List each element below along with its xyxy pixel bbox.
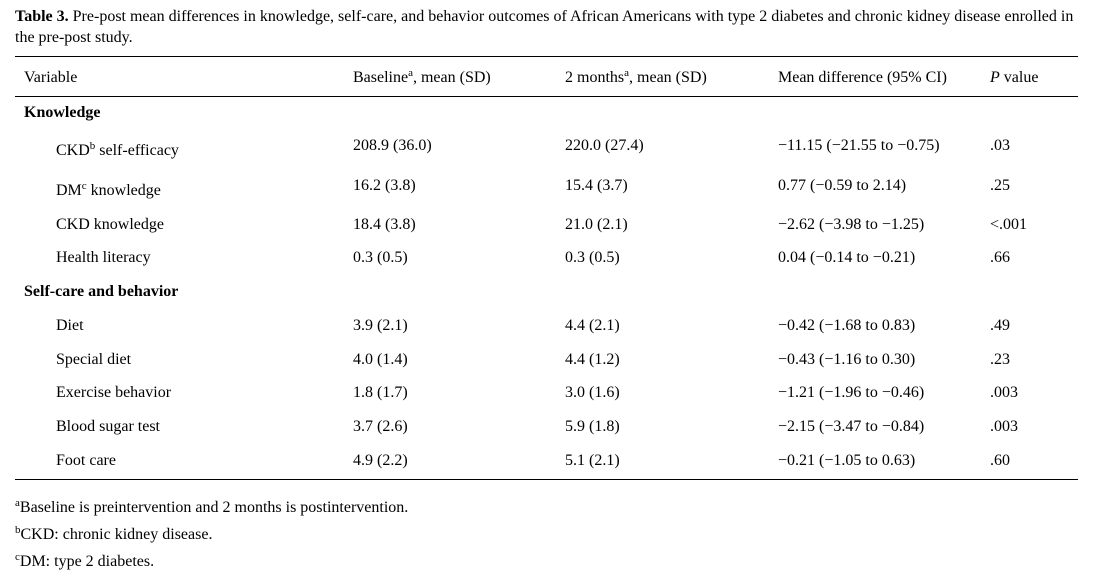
row-p-value: .25 [990,177,1010,194]
row-two-months: 15.4 (3.7) [565,177,628,194]
row-p-value: .003 [990,384,1018,401]
row-p-value: .49 [990,317,1010,334]
row-label-ckd-knowledge: CKD knowledge [56,216,164,233]
row-p-value: .003 [990,418,1018,435]
row-label-health-literacy: Health literacy [56,249,151,266]
row-two-months: 4.4 (1.2) [565,351,620,368]
header-p-value: P value [990,69,1039,86]
row-label-blood-sugar-test: Blood sugar test [56,418,160,435]
row-mean-difference: 0.77 (−0.59 to 2.14) [778,177,907,194]
footnote-c: cDM: type 2 diabetes. [15,551,155,571]
row-two-months: 0.3 (0.5) [565,249,620,266]
row-p-value: <.001 [990,216,1028,233]
table-caption-label: Table 3. [15,8,69,25]
row-p-value: .60 [990,452,1010,469]
row-mean-difference: −0.21 (−1.05 to 0.63) [778,452,916,469]
row-mean-difference: −0.42 (−1.68 to 0.83) [778,317,916,334]
row-two-months: 21.0 (2.1) [565,216,628,233]
header-variable: Variable [24,69,78,86]
row-baseline: 1.8 (1.7) [353,384,408,401]
row-two-months: 5.1 (2.1) [565,452,620,469]
row-mean-difference: −2.62 (−3.98 to −1.25) [778,216,925,233]
section-self-care-behavior: Self-care and behavior [24,283,179,300]
row-baseline: 3.7 (2.6) [353,418,408,435]
row-mean-difference: 0.04 (−0.14 to −0.21) [778,249,916,266]
row-label-foot-care: Foot care [56,452,116,469]
row-label-special-diet: Special diet [56,351,132,368]
row-mean-difference: −1.21 (−1.96 to −0.46) [778,384,925,401]
row-two-months: 4.4 (2.1) [565,317,620,334]
row-label-exercise-behavior: Exercise behavior [56,384,172,401]
footnote-b: bCKD: chronic kidney disease. [15,524,213,544]
row-label-dm-knowledge: DMc knowledge [56,180,161,200]
table-caption: Table 3. Pre-post mean differences in kn… [15,6,1090,48]
row-baseline: 208.9 (36.0) [353,137,432,154]
table-caption-text: Pre-post mean differences in knowledge, … [15,8,1074,46]
row-label-diet: Diet [56,317,84,334]
row-mean-difference: −0.43 (−1.16 to 0.30) [778,351,916,368]
row-baseline: 0.3 (0.5) [353,249,408,266]
row-two-months: 3.0 (1.6) [565,384,620,401]
table-bottom-rule [15,479,1078,480]
row-two-months: 220.0 (27.4) [565,137,644,154]
table-header-rule [15,96,1078,97]
row-mean-difference: −2.15 (−3.47 to −0.84) [778,418,925,435]
row-p-value: .66 [990,249,1010,266]
row-mean-difference: −11.15 (−21.55 to −0.75) [778,137,940,154]
header-two-months: 2 monthsa, mean (SD) [565,67,707,87]
header-baseline: Baselinea, mean (SD) [353,67,491,87]
row-baseline: 18.4 (3.8) [353,216,416,233]
section-knowledge: Knowledge [24,104,101,121]
row-label-ckd-self-efficacy: CKDb self-efficacy [56,140,179,160]
row-baseline: 4.9 (2.2) [353,452,408,469]
row-two-months: 5.9 (1.8) [565,418,620,435]
footnote-a: aBaseline is preintervention and 2 month… [15,497,409,517]
table-top-rule [15,56,1078,57]
row-p-value: .03 [990,137,1010,154]
header-mean-difference: Mean difference (95% CI) [778,69,947,86]
row-baseline: 16.2 (3.8) [353,177,416,194]
row-p-value: .23 [990,351,1010,368]
row-baseline: 3.9 (2.1) [353,317,408,334]
row-baseline: 4.0 (1.4) [353,351,408,368]
